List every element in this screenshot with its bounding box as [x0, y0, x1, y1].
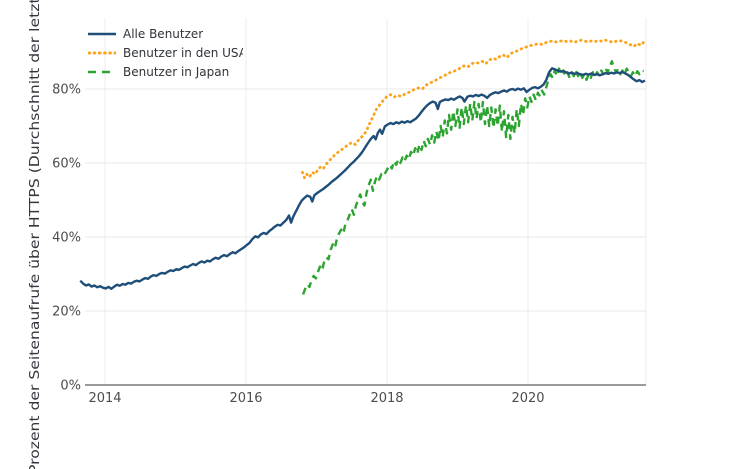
series-line-alle-benutzer: [79, 67, 646, 290]
legend-item-benutzer-japan[interactable]: Benutzer in Japan: [88, 64, 243, 79]
y-tick-label: 0%: [60, 379, 81, 394]
y-tick-label: 20%: [52, 305, 81, 320]
legend-item-alle-benutzer[interactable]: Alle Benutzer: [88, 26, 243, 41]
y-tick-label: 40%: [52, 231, 81, 246]
y-tick-label: 80%: [52, 83, 81, 98]
x-tick-label: 2018: [370, 391, 403, 406]
x-tick-label: 2014: [88, 391, 121, 406]
legend-label: Benutzer in Japan: [123, 64, 230, 79]
x-tick-label: 2016: [229, 391, 262, 406]
grid-layer: [85, 18, 647, 386]
legend-label: Alle Benutzer: [123, 26, 204, 41]
legend-label: Benutzer in den USA: [123, 45, 243, 60]
chart-legend: Alle Benutzer Benutzer in den USA Benutz…: [88, 26, 243, 79]
series-line-benutzer-in-den-usa: [300, 38, 646, 180]
axis-tick-labels: 2014 2016 2018 2020 0% 20% 40% 60% 80%: [52, 83, 544, 407]
legend-swatch-dashed-line: [88, 70, 116, 73]
series-layer: [79, 38, 646, 295]
series-line-benutzer-in-japan: [301, 60, 644, 295]
y-tick-label: 60%: [52, 157, 81, 172]
legend-swatch-dotted-line: [88, 51, 116, 54]
legend-swatch-solid-line: [88, 32, 116, 35]
y-axis-title: Prozent der Seitenaufrufe über HTTPS (Du…: [28, 0, 43, 469]
x-tick-label: 2020: [511, 391, 544, 406]
legend-item-benutzer-usa[interactable]: Benutzer in den USA: [88, 45, 243, 60]
